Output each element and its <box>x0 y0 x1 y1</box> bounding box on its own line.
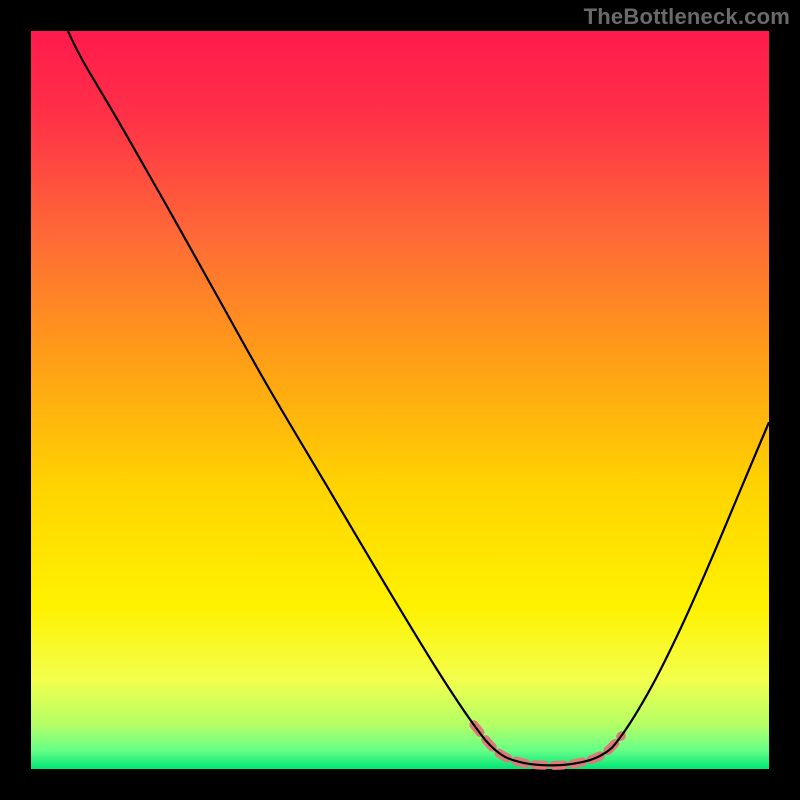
bottleneck-curve-chart <box>0 0 800 800</box>
chart-stage: TheBottleneck.com <box>0 0 800 800</box>
gradient-background <box>31 31 769 769</box>
source-watermark: TheBottleneck.com <box>584 4 790 30</box>
